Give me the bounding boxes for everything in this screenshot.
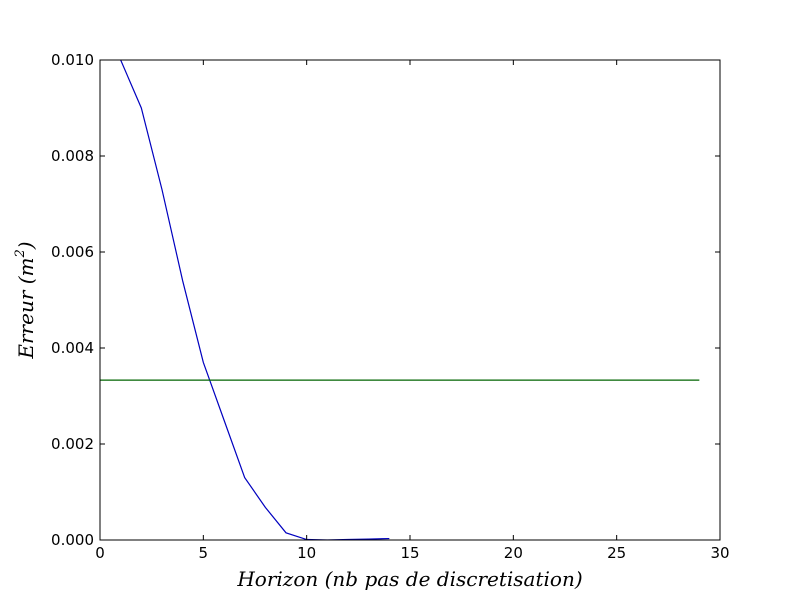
x-tick-label: 5	[199, 544, 209, 562]
y-axis-label-sup: 2	[13, 249, 28, 258]
y-tick-label: 0.010	[51, 51, 94, 69]
y-tick-label: 0.000	[51, 531, 94, 549]
y-tick-label: 0.008	[51, 147, 94, 165]
x-tick-label: 30	[710, 544, 729, 562]
x-tick-label: 15	[400, 544, 419, 562]
y-axis-label-close: )	[14, 241, 38, 250]
x-tick-label: 10	[297, 544, 316, 562]
x-tick-label: 20	[504, 544, 523, 562]
series-line-1	[120, 60, 390, 540]
x-tick-label: 25	[607, 544, 626, 562]
x-axis-label: Horizon (nb pas de discretisation)	[236, 567, 582, 591]
series-layer	[100, 60, 700, 540]
y-tick-label: 0.006	[51, 243, 94, 261]
y-axis-label: Erreur (m2)	[13, 241, 38, 359]
y-tick-label: 0.004	[51, 339, 94, 357]
y-axis-label-main: Erreur (m	[14, 257, 38, 359]
plot-frame	[99, 59, 721, 541]
x-tick-label: 0	[95, 544, 105, 562]
ticks-layer: 0 5 10 15 20 25 30 0.000 0.002 0.004 0.006 0.008 0.0…	[51, 51, 730, 562]
y-tick-label: 0.002	[51, 435, 94, 453]
